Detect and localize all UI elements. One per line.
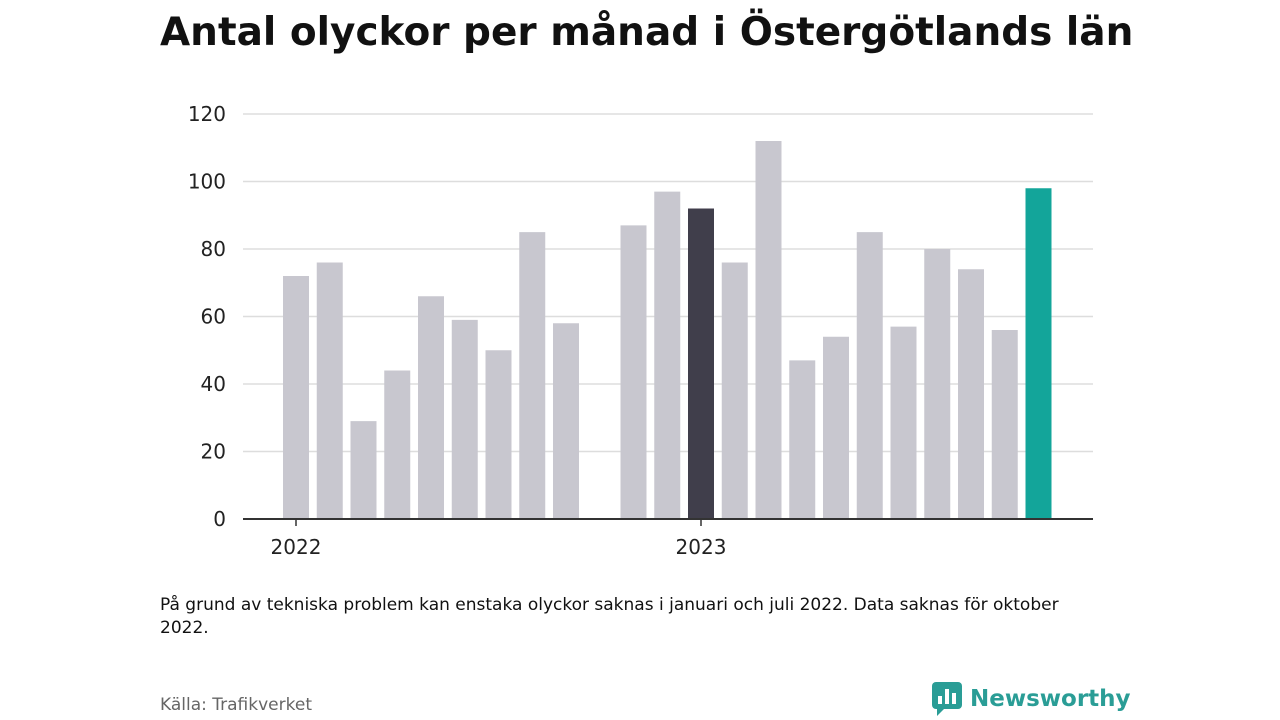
bar-2023-10: [991, 330, 1018, 519]
bar-2022-09: [553, 323, 579, 519]
y-tick-label: 40: [201, 372, 226, 396]
bar-2022-08: [519, 232, 546, 519]
y-tick-label: 20: [201, 440, 226, 464]
newsworthy-logo-icon: [932, 682, 962, 716]
x-tick-label: 2022: [271, 535, 322, 559]
bar-2023-11: [1025, 188, 1052, 519]
y-tick-label: 80: [201, 237, 226, 261]
y-axis-ticks: 0 20 40 60 80 100 120: [188, 102, 226, 531]
x-axis: 2022 2023: [243, 518, 1093, 559]
newsworthy-logo: Newsworthy: [932, 682, 1131, 716]
bar-2023-02: [721, 262, 748, 519]
bar-2022-02: [316, 262, 343, 519]
bar-2023-09: [958, 269, 984, 519]
bar-2022-06: [451, 319, 478, 519]
chart-title: Antal olyckor per månad i Östergötlands …: [160, 10, 1134, 55]
x-tick-label: 2023: [676, 535, 727, 559]
y-tick-label: 120: [188, 102, 226, 126]
bar-2022-11: [620, 225, 647, 519]
bar-2022-07: [485, 350, 512, 519]
bar-2023-06: [856, 232, 883, 519]
bar-2023-07: [890, 326, 917, 519]
newsworthy-wordmark: Newsworthy: [970, 686, 1131, 712]
source-credit: Källa: Trafikverket: [160, 695, 312, 715]
bar-2023-01: [688, 208, 714, 519]
bar-2023-08: [924, 249, 951, 519]
y-tick-label: 0: [213, 507, 226, 531]
y-tick-label: 60: [201, 305, 226, 329]
bar-2022-03: [350, 421, 377, 519]
bar-2022-12: [654, 191, 681, 519]
bar-2022-01: [283, 276, 309, 519]
bar-chart: 0 20 40 60 80 100 120 2022 2023: [188, 102, 1093, 559]
bars: [283, 141, 1052, 519]
chart-footnote: På grund av tekniska problem kan enstaka…: [160, 595, 1059, 638]
bar-2022-05: [418, 296, 444, 519]
bar-2022-04: [384, 370, 411, 519]
y-tick-label: 100: [188, 170, 226, 194]
bar-2023-05: [823, 336, 849, 519]
bar-2023-03: [755, 141, 782, 519]
bar-2023-04: [789, 360, 816, 519]
